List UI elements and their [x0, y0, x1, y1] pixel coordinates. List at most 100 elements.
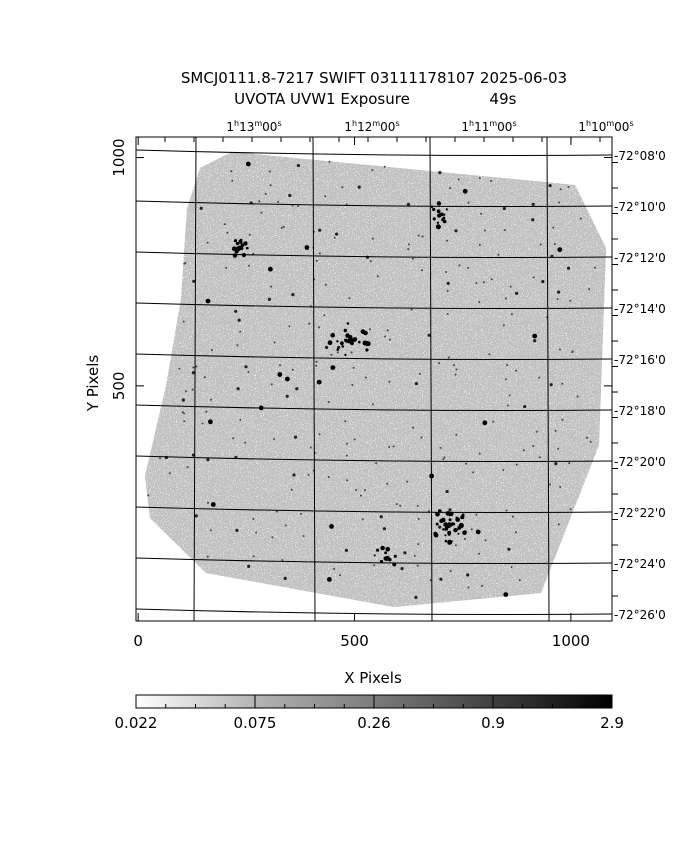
star	[464, 537, 466, 540]
star	[290, 488, 293, 491]
star-cluster-member	[373, 554, 376, 557]
star	[270, 285, 273, 288]
star	[407, 243, 410, 246]
star	[507, 547, 511, 551]
star	[443, 456, 446, 459]
star	[399, 504, 402, 507]
star	[411, 257, 414, 260]
star	[293, 435, 298, 439]
star	[273, 341, 276, 344]
star	[388, 338, 391, 341]
star	[506, 404, 509, 407]
star	[346, 442, 348, 445]
colorbar-tick-label: 0.9	[481, 714, 505, 732]
star	[208, 419, 213, 425]
star	[341, 186, 344, 189]
star	[352, 366, 355, 369]
star	[559, 348, 561, 351]
star-cluster-member	[442, 528, 445, 531]
star	[454, 229, 458, 233]
star-cluster-member	[436, 209, 441, 214]
star-cluster-member	[442, 216, 446, 220]
star	[392, 445, 395, 448]
star	[490, 278, 493, 281]
star	[445, 271, 448, 273]
star	[375, 462, 378, 465]
star	[454, 373, 457, 376]
star	[462, 188, 468, 194]
sky-image	[145, 152, 606, 607]
star	[239, 418, 242, 421]
star	[410, 308, 413, 311]
star	[248, 233, 251, 236]
star	[446, 239, 449, 242]
plot-frame	[135, 136, 613, 622]
star	[195, 365, 198, 368]
star	[368, 328, 371, 331]
star-cluster-member	[235, 241, 240, 246]
star	[480, 212, 482, 215]
dec-gridline	[135, 455, 613, 462]
star	[503, 592, 509, 597]
star-cluster-member	[358, 340, 361, 344]
star-cluster-member	[243, 241, 248, 246]
ra-label: 1h13m00s	[226, 119, 281, 134]
star	[535, 430, 538, 433]
star	[318, 252, 321, 255]
star	[210, 398, 212, 401]
star-cluster-member	[361, 329, 364, 332]
star	[509, 285, 512, 288]
star	[548, 184, 552, 188]
star	[438, 525, 442, 529]
star	[417, 517, 420, 520]
star	[416, 504, 419, 507]
star	[549, 383, 553, 387]
star	[571, 350, 574, 353]
star	[488, 353, 491, 356]
star	[255, 531, 258, 534]
star	[209, 529, 212, 532]
colorbar-ticks: 0.022 0.075 0.26 0.9 2.9	[115, 695, 624, 732]
star-cluster-member	[380, 545, 385, 551]
star	[181, 398, 185, 402]
star	[318, 228, 322, 232]
star	[183, 262, 186, 265]
dec-gridline	[135, 608, 613, 615]
dec-gridline	[135, 353, 613, 360]
ra-gridline	[193, 136, 197, 622]
ra-label: 1h11m00s	[461, 119, 516, 134]
star	[288, 193, 292, 198]
ra-labels: 1h13m00s 1h12m00s 1h11m00s 1h10m00s	[226, 119, 633, 134]
star-cluster-member	[340, 341, 344, 346]
star-cluster-member	[460, 515, 465, 520]
star	[309, 446, 312, 449]
star	[316, 379, 322, 385]
dec-label: -72°24'0	[614, 557, 666, 571]
star	[417, 543, 420, 546]
star	[504, 297, 507, 300]
star	[557, 290, 561, 294]
star	[478, 301, 481, 303]
star	[364, 489, 366, 491]
star	[315, 364, 318, 367]
star-cluster-member	[245, 246, 249, 250]
star	[285, 376, 290, 382]
star	[475, 529, 481, 535]
dec-label: -72°14'0	[614, 302, 666, 316]
exposure-time: 49s	[490, 90, 517, 108]
star	[275, 510, 278, 513]
star	[186, 466, 189, 469]
ra-label: 1h10m00s	[578, 119, 633, 134]
star	[531, 218, 535, 222]
star	[302, 535, 305, 537]
star	[510, 566, 513, 568]
star	[183, 412, 186, 415]
star	[191, 388, 194, 391]
star	[183, 420, 186, 423]
star	[337, 345, 341, 350]
star	[264, 192, 267, 195]
star	[231, 179, 234, 182]
star	[236, 387, 240, 391]
star	[324, 195, 327, 198]
x-tick-label: 500	[340, 632, 369, 650]
